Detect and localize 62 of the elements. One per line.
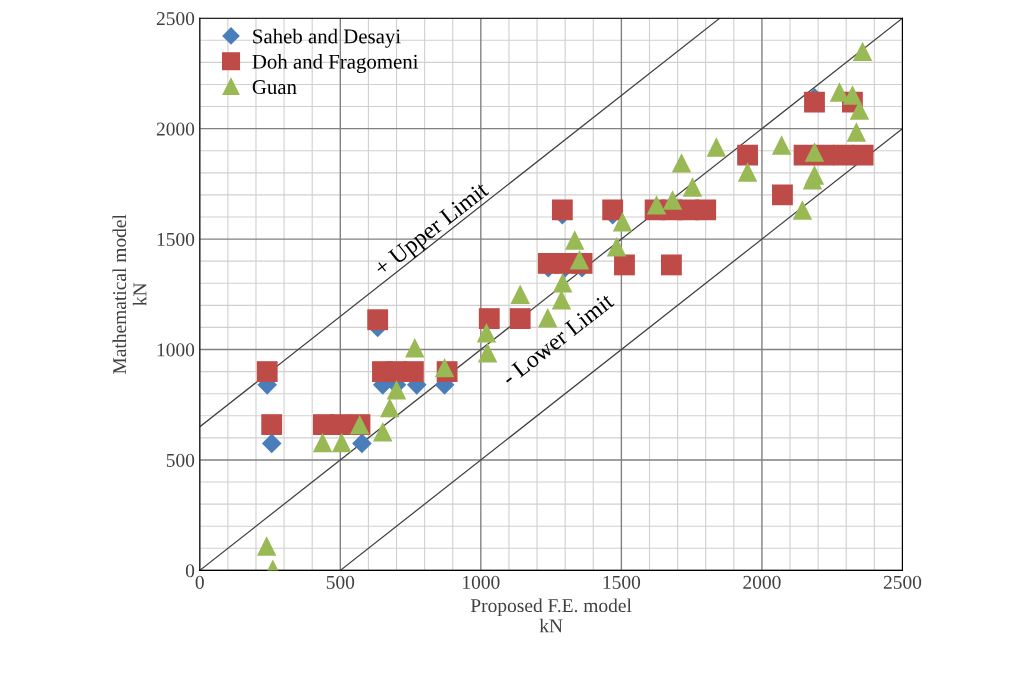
point [352, 433, 372, 454]
point [256, 536, 277, 556]
point [552, 273, 573, 293]
y-tick-label: 2000 [156, 122, 195, 136]
x-tick-label: 1500 [603, 575, 641, 589]
point [829, 82, 850, 102]
point [538, 307, 558, 328]
point [737, 144, 758, 166]
point [329, 414, 351, 436]
point [402, 361, 424, 383]
point [771, 135, 792, 155]
point [478, 308, 500, 330]
point [434, 357, 455, 378]
point [804, 165, 825, 185]
point [477, 343, 498, 363]
point [256, 361, 278, 383]
x-tick-label: 0 [195, 575, 204, 589]
point [737, 162, 758, 182]
point [772, 184, 793, 206]
point [646, 195, 667, 215]
x-tick-label: 2500 [883, 575, 922, 589]
x-tick-label: 500 [326, 575, 355, 589]
point [386, 379, 407, 400]
point [405, 338, 425, 358]
point [792, 200, 813, 220]
x-tick-label: 1000 [463, 575, 500, 589]
point [510, 284, 530, 305]
point [476, 323, 497, 343]
legend-label: Doh and Fragomeni [252, 54, 419, 74]
point [614, 254, 635, 276]
y-tick-label: 2500 [156, 12, 195, 26]
y-tick-label: 0 [185, 564, 195, 578]
point [682, 177, 703, 197]
point [833, 144, 854, 166]
point [662, 190, 683, 210]
y-axis-title: Mathematical model kN [112, 214, 147, 374]
x-tick-label: 2000 [743, 575, 781, 589]
legend-label: Guan [252, 80, 297, 95]
legend-label: Saheb and Desayi [253, 28, 401, 48]
point [331, 432, 352, 453]
point [380, 397, 400, 418]
point [852, 144, 874, 166]
point [706, 137, 727, 157]
x-axis-title: Proposed F.E. model kN [470, 598, 632, 633]
point [852, 41, 873, 62]
point [695, 199, 717, 221]
point [367, 309, 389, 331]
y-tick-label: 1000 [157, 343, 195, 357]
point [509, 308, 531, 330]
point [373, 421, 393, 442]
point [804, 91, 825, 113]
point [565, 230, 585, 250]
point [804, 142, 825, 162]
point [846, 122, 867, 142]
point [312, 432, 333, 453]
point [261, 414, 283, 436]
y-tick-label: 500 [166, 453, 195, 467]
point [261, 433, 282, 454]
point [671, 153, 692, 173]
y-tick-label: 1500 [157, 232, 195, 247]
point [606, 237, 627, 257]
point [660, 254, 682, 276]
